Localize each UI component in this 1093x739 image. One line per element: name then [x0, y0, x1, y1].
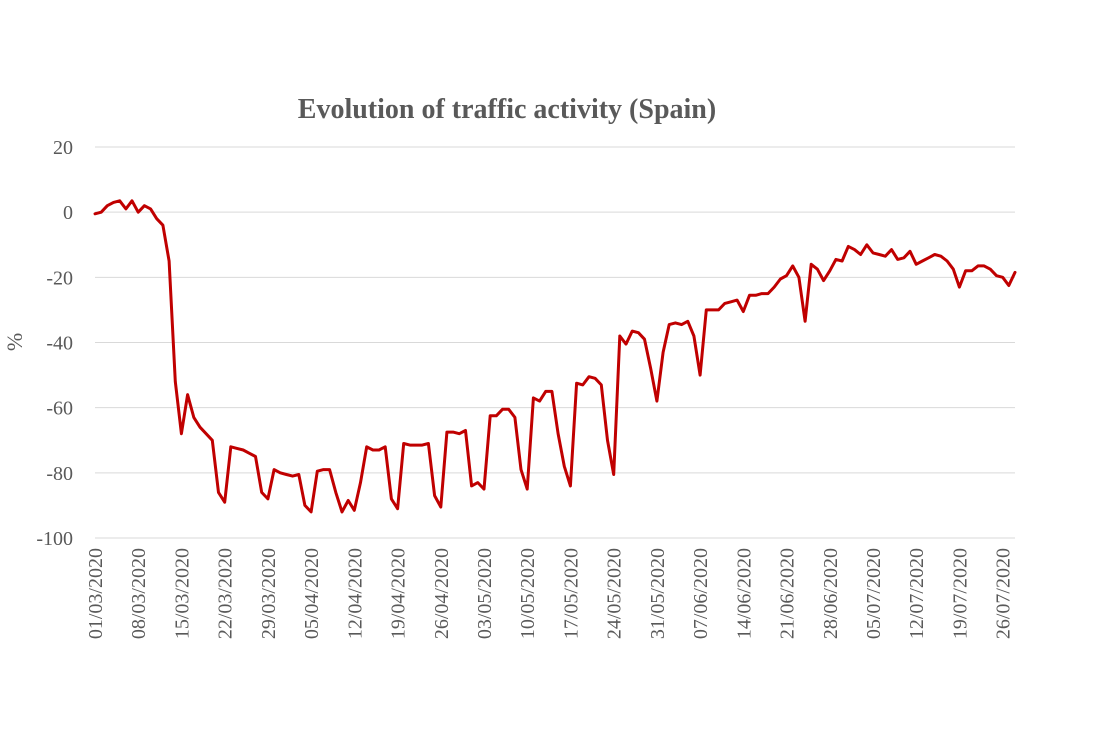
- traffic-series-line: [93, 199, 1017, 514]
- x-tick-label: 01/03/2020: [85, 548, 107, 639]
- y-tick-label: -60: [46, 398, 73, 420]
- x-tick-label: 28/06/2020: [820, 548, 842, 639]
- x-tick-label: 10/05/2020: [517, 548, 539, 639]
- y-tick-label: -100: [36, 528, 73, 550]
- y-tick-label: -20: [46, 267, 73, 289]
- x-tick-label: 26/07/2020: [993, 548, 1015, 639]
- x-tick-label: 19/07/2020: [949, 548, 971, 639]
- x-tick-label: 17/05/2020: [560, 548, 582, 639]
- x-tick-label: 29/03/2020: [258, 548, 280, 639]
- x-tick-label: 19/04/2020: [388, 548, 410, 639]
- y-axis-label: %: [2, 333, 27, 351]
- y-tick-label: 20: [53, 137, 73, 159]
- y-axis-ticks: 20 0 -20 -40 -60 -80 -100: [36, 137, 73, 550]
- x-tick-label: 03/05/2020: [474, 548, 496, 639]
- x-tick-label: 05/07/2020: [863, 548, 885, 639]
- series-layer: [93, 199, 1017, 514]
- x-axis-ticks: 01/03/2020 08/03/2020 15/03/2020 22/03/2020…: [85, 548, 1015, 639]
- x-tick-label: 15/03/2020: [171, 548, 193, 639]
- y-tick-label: 0: [63, 202, 73, 224]
- y-tick-label: -80: [46, 463, 73, 485]
- gridlines: [95, 146, 1015, 539]
- x-tick-label: 14/06/2020: [733, 548, 755, 639]
- x-tick-label: 05/04/2020: [301, 548, 323, 639]
- x-tick-label: 12/04/2020: [344, 548, 366, 639]
- x-tick-label: 12/07/2020: [906, 548, 928, 639]
- x-tick-label: 08/03/2020: [128, 548, 150, 639]
- chart-title: Evolution of traffic activity (Spain): [298, 94, 716, 125]
- y-tick-label: -40: [46, 333, 73, 355]
- x-tick-label: 31/05/2020: [647, 548, 669, 639]
- x-tick-label: 07/06/2020: [690, 548, 712, 639]
- x-tick-label: 24/05/2020: [604, 548, 626, 639]
- x-tick-label: 21/06/2020: [777, 548, 799, 639]
- x-tick-label: 26/04/2020: [431, 548, 453, 639]
- x-tick-label: 22/03/2020: [215, 548, 237, 639]
